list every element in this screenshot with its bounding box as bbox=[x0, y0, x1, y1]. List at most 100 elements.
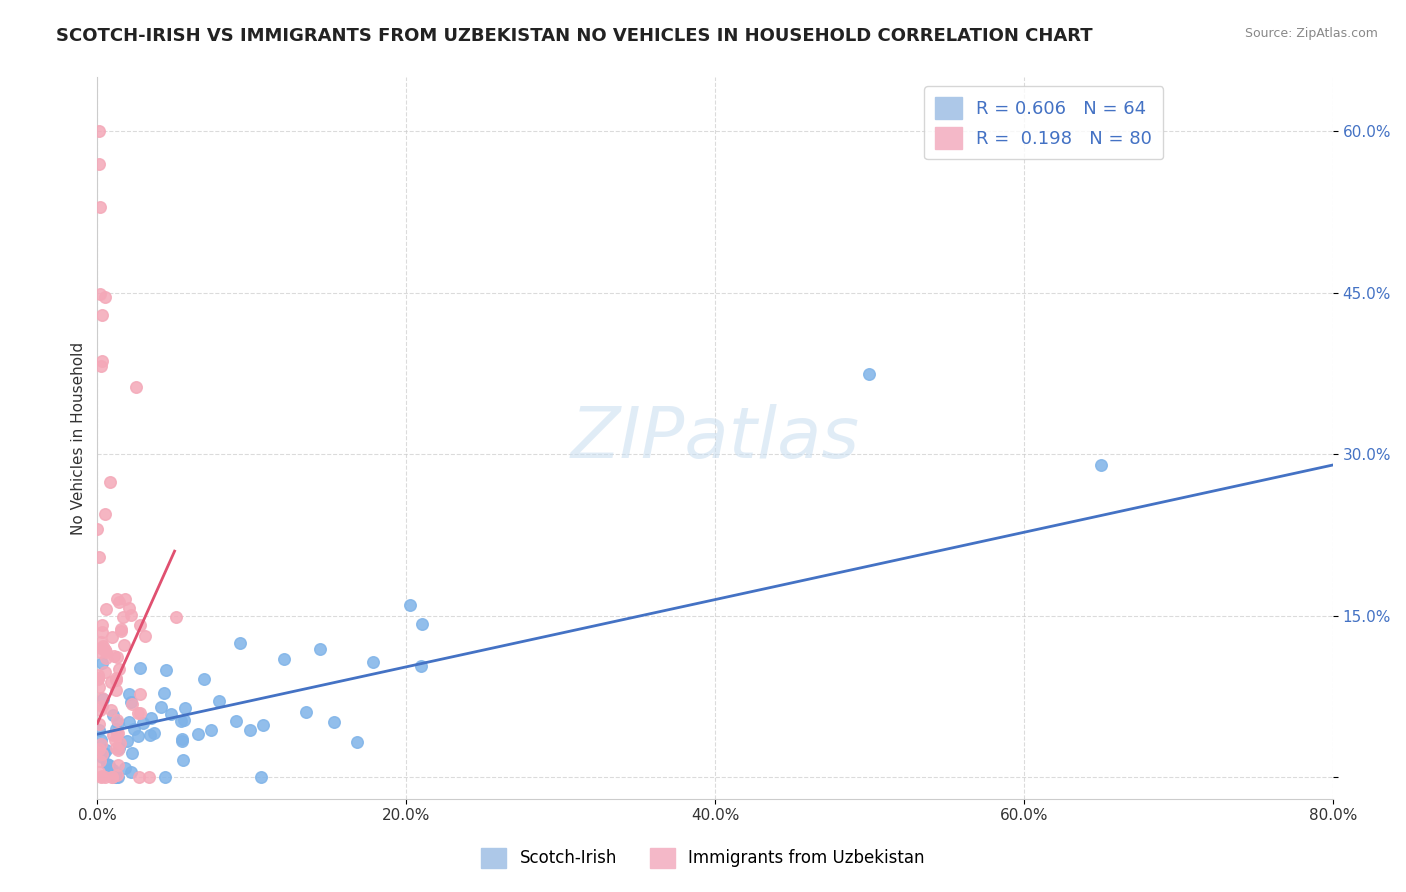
Point bbox=[94, 650, 117, 665]
Point bbox=[200, 723, 222, 738]
Point bbox=[108, 662, 131, 676]
Point bbox=[107, 757, 129, 772]
Point bbox=[225, 714, 247, 729]
Point bbox=[107, 770, 129, 784]
Point bbox=[89, 754, 111, 768]
Point bbox=[96, 757, 118, 772]
Point bbox=[273, 652, 295, 666]
Point bbox=[89, 703, 111, 717]
Point bbox=[105, 591, 128, 606]
Point bbox=[174, 701, 197, 715]
Point bbox=[91, 625, 114, 640]
Point bbox=[100, 703, 122, 717]
Point bbox=[170, 734, 193, 748]
Point bbox=[125, 380, 148, 394]
Legend: Scotch-Irish, Immigrants from Uzbekistan: Scotch-Irish, Immigrants from Uzbekistan bbox=[474, 841, 932, 875]
Point bbox=[110, 622, 132, 636]
Point bbox=[101, 770, 124, 784]
Point bbox=[91, 354, 114, 368]
Point bbox=[252, 718, 274, 732]
Point bbox=[90, 749, 112, 764]
Point bbox=[96, 601, 118, 615]
Point bbox=[128, 661, 150, 675]
Point bbox=[134, 629, 156, 643]
Point bbox=[90, 737, 112, 751]
Point bbox=[91, 692, 114, 706]
Point bbox=[173, 713, 195, 727]
Point bbox=[111, 610, 134, 624]
Point bbox=[87, 671, 110, 685]
Point bbox=[90, 308, 112, 322]
Text: ZIPatlas: ZIPatlas bbox=[571, 403, 859, 473]
Point bbox=[129, 706, 152, 720]
Point bbox=[128, 618, 150, 632]
Point bbox=[89, 741, 111, 756]
Point bbox=[127, 729, 149, 743]
Point bbox=[118, 687, 141, 701]
Point bbox=[110, 736, 132, 750]
Point bbox=[91, 699, 114, 714]
Point bbox=[411, 616, 433, 631]
Point bbox=[89, 680, 111, 694]
Point bbox=[107, 743, 129, 757]
Point bbox=[94, 743, 117, 757]
Point bbox=[308, 642, 330, 657]
Point bbox=[104, 672, 127, 686]
Point bbox=[94, 770, 117, 784]
Point bbox=[90, 733, 112, 747]
Text: SCOTCH-IRISH VS IMMIGRANTS FROM UZBEKISTAN NO VEHICLES IN HOUSEHOLD CORRELATION : SCOTCH-IRISH VS IMMIGRANTS FROM UZBEKIST… bbox=[56, 27, 1092, 45]
Point bbox=[86, 667, 108, 681]
Y-axis label: No Vehicles in Household: No Vehicles in Household bbox=[72, 342, 86, 534]
Point bbox=[89, 723, 111, 738]
Point bbox=[89, 200, 111, 214]
Point bbox=[172, 753, 194, 767]
Point bbox=[118, 714, 141, 729]
Point bbox=[208, 694, 231, 708]
Point bbox=[398, 598, 420, 612]
Point bbox=[858, 367, 880, 381]
Point bbox=[91, 768, 114, 782]
Point bbox=[101, 630, 124, 644]
Point bbox=[295, 705, 318, 719]
Point bbox=[169, 714, 191, 728]
Point bbox=[159, 707, 181, 722]
Point bbox=[120, 764, 142, 779]
Point bbox=[100, 762, 122, 776]
Point bbox=[91, 639, 114, 653]
Point bbox=[120, 607, 142, 622]
Point bbox=[118, 601, 141, 615]
Point bbox=[105, 768, 128, 782]
Point bbox=[98, 475, 121, 489]
Point bbox=[91, 747, 114, 761]
Point bbox=[105, 722, 128, 736]
Point bbox=[90, 770, 112, 784]
Point bbox=[121, 697, 143, 711]
Point bbox=[139, 728, 162, 742]
Point bbox=[91, 618, 114, 632]
Point bbox=[104, 683, 127, 698]
Point bbox=[104, 733, 127, 747]
Point bbox=[103, 649, 125, 664]
Point bbox=[91, 691, 114, 706]
Point bbox=[120, 695, 142, 709]
Point bbox=[90, 656, 112, 670]
Point bbox=[105, 713, 128, 727]
Point bbox=[86, 523, 108, 537]
Point bbox=[149, 700, 172, 714]
Point bbox=[361, 656, 384, 670]
Point bbox=[114, 592, 136, 607]
Point bbox=[94, 507, 117, 521]
Point bbox=[138, 770, 160, 784]
Point bbox=[89, 644, 111, 658]
Point bbox=[115, 734, 138, 748]
Point bbox=[105, 727, 128, 741]
Point bbox=[121, 747, 143, 761]
Point bbox=[128, 687, 150, 701]
Point bbox=[155, 663, 177, 677]
Point bbox=[127, 706, 149, 720]
Point bbox=[104, 741, 127, 756]
Point bbox=[193, 673, 215, 687]
Point bbox=[98, 757, 121, 772]
Point bbox=[105, 770, 128, 784]
Point bbox=[100, 770, 122, 784]
